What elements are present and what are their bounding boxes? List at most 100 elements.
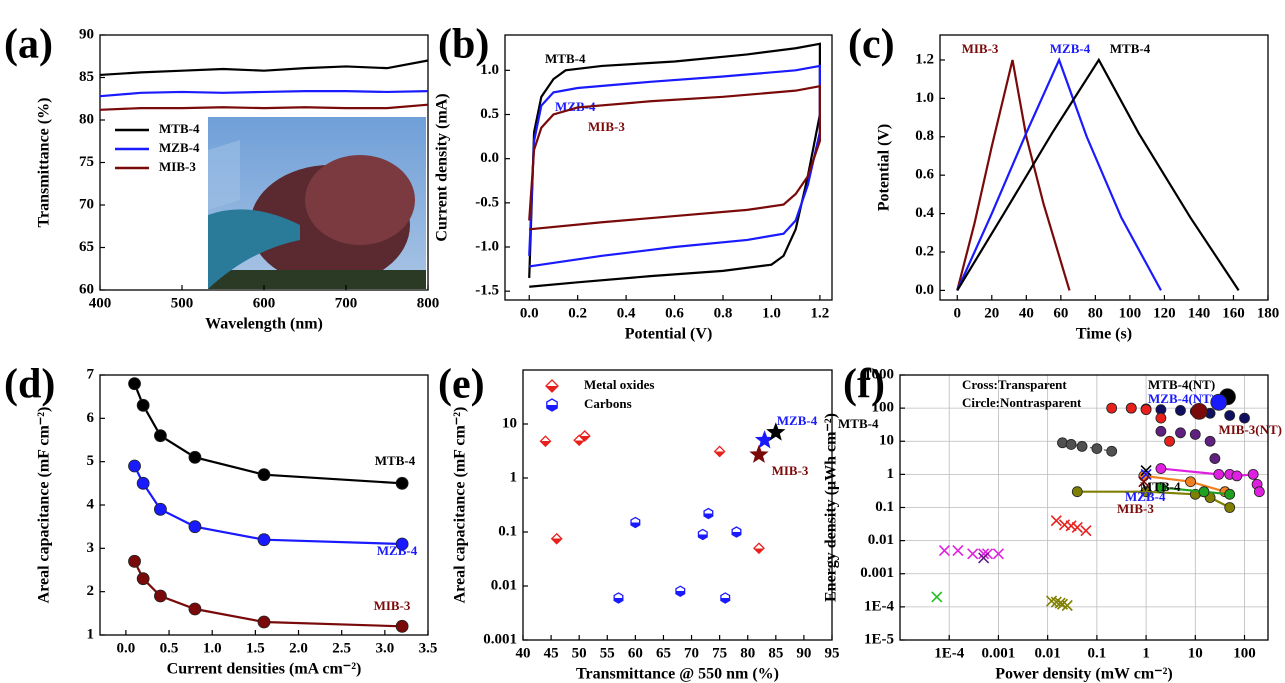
marker xyxy=(1065,439,1077,450)
y-tick-label: 0.1 xyxy=(498,523,517,539)
y-tick-label: 60 xyxy=(79,281,94,297)
y-tick-label: 0.0 xyxy=(480,150,499,166)
y-tick-label: 5 xyxy=(87,453,95,469)
x-tick-label: 0.2 xyxy=(568,305,587,321)
x-tick-label: 140 xyxy=(1188,305,1211,321)
x-tick-label: 90 xyxy=(796,645,811,661)
x-tick-label: 1.0 xyxy=(762,305,781,321)
y-tick-label: 1.0 xyxy=(480,62,499,78)
series-label: MZB-4(NT) xyxy=(1148,391,1215,406)
series-label: MIB-3 xyxy=(588,119,625,134)
marker xyxy=(257,468,271,482)
marker xyxy=(1209,453,1221,464)
series-label: MIB-3 xyxy=(374,598,411,613)
x-axis-title: Power density (mW cm⁻²) xyxy=(995,666,1173,683)
x-tick-label: 1.0 xyxy=(203,640,222,656)
y-tick-label: 1 xyxy=(510,469,518,485)
marker xyxy=(1253,486,1265,498)
x-tick-label: 0.5 xyxy=(160,640,179,656)
x-tick-label: 60 xyxy=(1053,305,1068,321)
marker xyxy=(1239,412,1250,424)
marker xyxy=(154,429,167,443)
y-tick-label: 75 xyxy=(79,154,94,170)
series-label: MZB-4 xyxy=(1125,489,1166,504)
x-axis-title: Transmittance @ 550 nm (%) xyxy=(576,666,779,683)
series-line xyxy=(133,560,403,628)
marker xyxy=(720,592,731,604)
series-label: MTB-4(NT) xyxy=(1148,377,1215,392)
x-tick-label: 0.4 xyxy=(617,305,636,321)
y-tick-label: 65 xyxy=(79,239,94,255)
panel-label: (c) xyxy=(848,22,895,68)
y-tick-label: 70 xyxy=(79,196,94,212)
y-tick-label: 85 xyxy=(79,69,94,85)
marker xyxy=(1080,525,1092,537)
marker xyxy=(1175,405,1186,416)
y-tick-label: 4 xyxy=(87,496,95,512)
x-tick-label: 700 xyxy=(335,295,358,311)
marker xyxy=(395,537,409,551)
x-tick-label: 65 xyxy=(656,645,671,661)
y-axis-title: Potential (V) xyxy=(876,124,893,212)
y-tick-label: 80 xyxy=(79,111,94,127)
marker xyxy=(1247,469,1259,480)
annotation: Circle:Nontrasparent xyxy=(962,395,1082,410)
x-tick-label: 160 xyxy=(1222,305,1245,321)
y-tick-label: 0.01 xyxy=(491,577,517,593)
legend-label: MZB-4 xyxy=(159,140,200,155)
x-tick-label: 800 xyxy=(417,295,440,311)
y-tick-label: 1 xyxy=(87,626,95,642)
marker xyxy=(395,619,409,633)
x-tick-label: 400 xyxy=(89,295,112,311)
y-tick-label: 0.001 xyxy=(483,631,517,647)
x-tick-label: 0.0 xyxy=(117,640,136,656)
x-tick-label: 40 xyxy=(1019,305,1034,321)
x-tick-label: 85 xyxy=(768,645,783,661)
x-tick-label: 0 xyxy=(954,305,962,321)
legend-label: MTB-4 xyxy=(159,121,200,136)
x-tick-label: 1 xyxy=(1142,645,1150,661)
y-tick-label: -0.5 xyxy=(475,194,499,210)
marker xyxy=(128,459,141,473)
marker xyxy=(550,532,563,545)
marker xyxy=(992,548,1004,560)
marker xyxy=(978,548,990,560)
marker xyxy=(1057,437,1068,449)
marker xyxy=(395,476,409,490)
marker xyxy=(188,602,202,616)
marker xyxy=(697,528,708,541)
series-line xyxy=(528,84,821,231)
marker xyxy=(1091,443,1103,454)
y-tick-label: 1000 xyxy=(864,366,894,382)
marker xyxy=(931,591,943,603)
panel-label: (b) xyxy=(438,22,489,68)
panel-label: (f) xyxy=(843,362,885,408)
y-axis-title: Energy density (μWh cm⁻²) xyxy=(823,413,840,602)
marker xyxy=(952,545,964,557)
series-label: MTB-4 xyxy=(838,416,879,431)
marker xyxy=(1189,429,1201,440)
marker xyxy=(1106,445,1118,457)
legend-swatch xyxy=(546,398,558,412)
marker xyxy=(703,507,714,520)
marker xyxy=(1224,488,1236,500)
series-label: MIB-3 xyxy=(962,41,999,56)
marker xyxy=(1198,486,1210,498)
x-tick-label: 70 xyxy=(684,645,699,661)
marker xyxy=(675,585,686,597)
series-label: MIB-3(NT) xyxy=(1218,422,1282,437)
x-tick-label: 45 xyxy=(544,645,559,661)
marker xyxy=(188,520,202,534)
y-tick-label: 0.001 xyxy=(860,565,894,581)
marker xyxy=(154,589,167,603)
series-line xyxy=(528,42,821,288)
series-line xyxy=(133,383,403,485)
legend-label: Metal oxides xyxy=(584,377,654,392)
x-tick-label: 95 xyxy=(825,645,840,661)
marker xyxy=(1061,599,1073,612)
x-tick-label: 10 xyxy=(1188,645,1203,661)
x-tick-label: 0.0 xyxy=(520,305,539,321)
y-tick-label: 0.01 xyxy=(868,532,894,548)
marker xyxy=(978,552,990,564)
